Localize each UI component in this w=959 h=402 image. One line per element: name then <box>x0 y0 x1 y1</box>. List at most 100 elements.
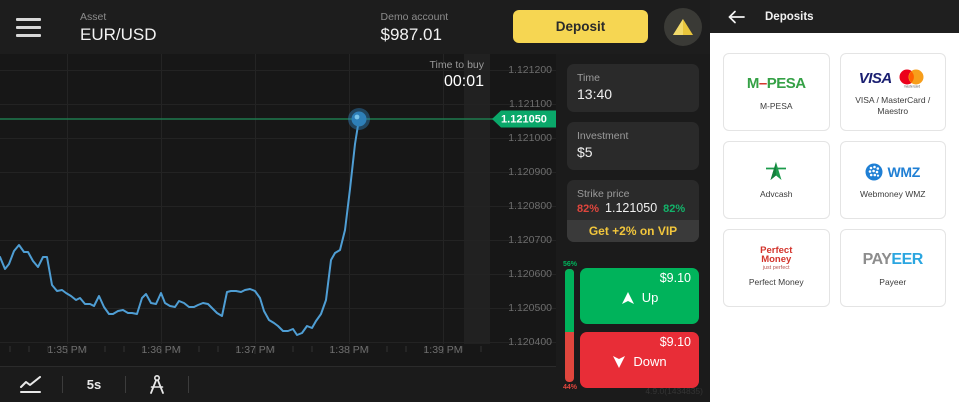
price-axis: 1.121200 1.121100 1.121000 1.120900 1.12… <box>490 54 556 366</box>
hamburger-menu-icon[interactable] <box>0 0 56 54</box>
strike-price-value: 1.121050 <box>605 201 658 215</box>
perfect-money-logo: Perfect Money just perfect <box>760 245 793 271</box>
toolbar-divider <box>62 376 63 393</box>
strike-price-row: 82% 1.121050 82% <box>577 201 689 215</box>
svg-text:mastercard: mastercard <box>904 84 921 88</box>
balance-caption: Demo account <box>380 10 449 23</box>
deposits-panel: Deposits M–PESA M-PESA VISA mastercard <box>710 0 959 402</box>
time-tick: 1:35 PM <box>47 344 87 356</box>
page-title: Deposits <box>765 10 814 23</box>
drawing-tools-button[interactable] <box>126 367 188 402</box>
deposits-header: Deposits <box>710 0 959 33</box>
sentiment-up-fill <box>565 269 574 333</box>
payment-method-name: Perfect Money <box>748 276 804 287</box>
payment-method-card[interactable]: VISA mastercard VISA / MasterCard / Maes… <box>839 53 946 131</box>
chart-type-button[interactable] <box>0 367 62 402</box>
payment-method-name: M-PESA <box>759 100 793 111</box>
payout-pct-down: 82% <box>577 203 600 215</box>
payeer-logo: PAYEER <box>862 250 924 268</box>
time-to-buy-value: 00:01 <box>443 73 484 90</box>
account-balance[interactable]: Demo account $987.01 <box>381 10 449 45</box>
sentiment-bar <box>565 269 574 382</box>
payment-method-name: VISA / MasterCard / Maestro <box>855 95 931 116</box>
time-to-buy: Time to buy 00:01 <box>430 58 484 92</box>
asset-value: EUR/USD <box>80 24 157 44</box>
trading-app: Asset EUR/USD Demo account $987.01 Depos… <box>0 0 710 402</box>
strike-price-card[interactable]: Strike price 82% 1.121050 82% Get +2% on… <box>567 180 699 242</box>
time-label: Time <box>577 72 600 84</box>
price-tick: 1.120600 <box>508 268 552 280</box>
time-tick: 1:39 PM <box>423 344 463 356</box>
sentiment-up-label: 56% <box>563 261 578 268</box>
price-tick: 1.120800 <box>508 200 552 212</box>
price-tick: 1.120700 <box>508 234 552 246</box>
toolbar-divider <box>125 376 126 393</box>
chart-canvas <box>0 54 556 354</box>
time-tick: 1:38 PM <box>329 344 369 356</box>
expiry-time-card[interactable]: Time 13:40 <box>567 64 699 112</box>
payment-method-name: Webmoney WMZ <box>860 188 926 199</box>
advcash-star-icon <box>766 161 787 180</box>
advcash-logo <box>763 161 789 183</box>
up-direction: Up <box>580 290 699 305</box>
back-arrow-icon[interactable] <box>728 10 745 24</box>
buy-down-button[interactable]: $9.10 Down <box>580 332 699 388</box>
payment-method-card[interactable]: PAYEER Payeer <box>839 229 946 307</box>
price-tick: 1.120400 <box>508 336 552 348</box>
price-tick: 1.120900 <box>508 166 552 178</box>
arrow-up-icon <box>621 291 634 304</box>
price-tick: 1.121000 <box>508 132 552 144</box>
avatar[interactable] <box>664 8 702 46</box>
webmoney-logo: WMZ <box>865 161 920 183</box>
triangle-logo-icon <box>673 19 693 35</box>
payout-pct-up: 82% <box>663 203 686 215</box>
investment-card[interactable]: Investment $5 <box>567 122 699 170</box>
payment-method-card[interactable]: Perfect Money just perfect Perfect Money <box>723 229 830 307</box>
top-bar: Asset EUR/USD Demo account $987.01 Depos… <box>0 0 710 54</box>
price-line <box>0 118 360 336</box>
expiry-highlight-band <box>464 54 490 344</box>
price-marker <box>351 111 367 127</box>
payment-method-card[interactable]: M–PESA M-PESA <box>723 53 830 131</box>
time-tick: 1:36 PM <box>141 344 181 356</box>
mpesa-logo: M–PESA <box>746 75 806 92</box>
sentiment-down-label: 44% <box>563 384 578 391</box>
arrow-down-icon <box>613 355 626 368</box>
chart-toolbar: 5s <box>0 366 556 402</box>
trade-panel: Time 13:40 Investment $5 Strike price 82… <box>556 54 710 402</box>
payment-method-card[interactable]: Advcash <box>723 141 830 219</box>
time-to-buy-label: Time to buy <box>429 59 484 71</box>
payment-method-card[interactable]: WMZ Webmoney WMZ <box>839 141 946 219</box>
deposit-button[interactable]: Deposit <box>513 10 648 43</box>
time-tick: 1:37 PM <box>235 344 275 356</box>
asset-caption: Asset <box>80 10 107 23</box>
investment-value: $5 <box>577 144 593 160</box>
investment-label: Investment <box>577 130 629 142</box>
timeframe-button[interactable]: 5s <box>63 367 125 402</box>
mastercard-icon: mastercard <box>899 69 924 88</box>
timeframe-label: 5s <box>86 377 102 392</box>
strike-price-label: Strike price <box>577 188 630 200</box>
vip-upsell-button[interactable]: Get +2% on VIP <box>567 220 699 242</box>
compass-draw-icon <box>150 374 164 394</box>
line-chart-icon <box>20 375 41 393</box>
time-axis: 1:35 PM 1:36 PM 1:37 PM 1:38 PM 1:39 PM <box>0 344 556 366</box>
down-direction: Down <box>580 354 699 369</box>
price-tick: 1.120500 <box>508 302 552 314</box>
toolbar-divider <box>188 376 189 393</box>
price-tick: 1.121200 <box>508 64 552 76</box>
price-chart[interactable]: Time to buy 00:01 <box>0 54 556 366</box>
payment-methods-grid: M–PESA M-PESA VISA mastercard VISA / Mas… <box>710 33 959 307</box>
up-label: Up <box>641 290 659 305</box>
current-price-badge: 1.121050 <box>492 110 556 128</box>
payment-method-name: Payeer <box>879 276 907 287</box>
app-version: 4.9.0(1434835) <box>645 386 703 396</box>
balance-value: $987.01 <box>380 24 442 44</box>
price-tick: 1.121100 <box>508 98 552 110</box>
asset-selector[interactable]: Asset EUR/USD <box>80 10 157 45</box>
buy-up-button[interactable]: $9.10 Up <box>580 268 699 324</box>
price-marker-glint <box>354 114 360 120</box>
down-label: Down <box>633 354 667 369</box>
payment-method-name: Advcash <box>759 188 793 199</box>
